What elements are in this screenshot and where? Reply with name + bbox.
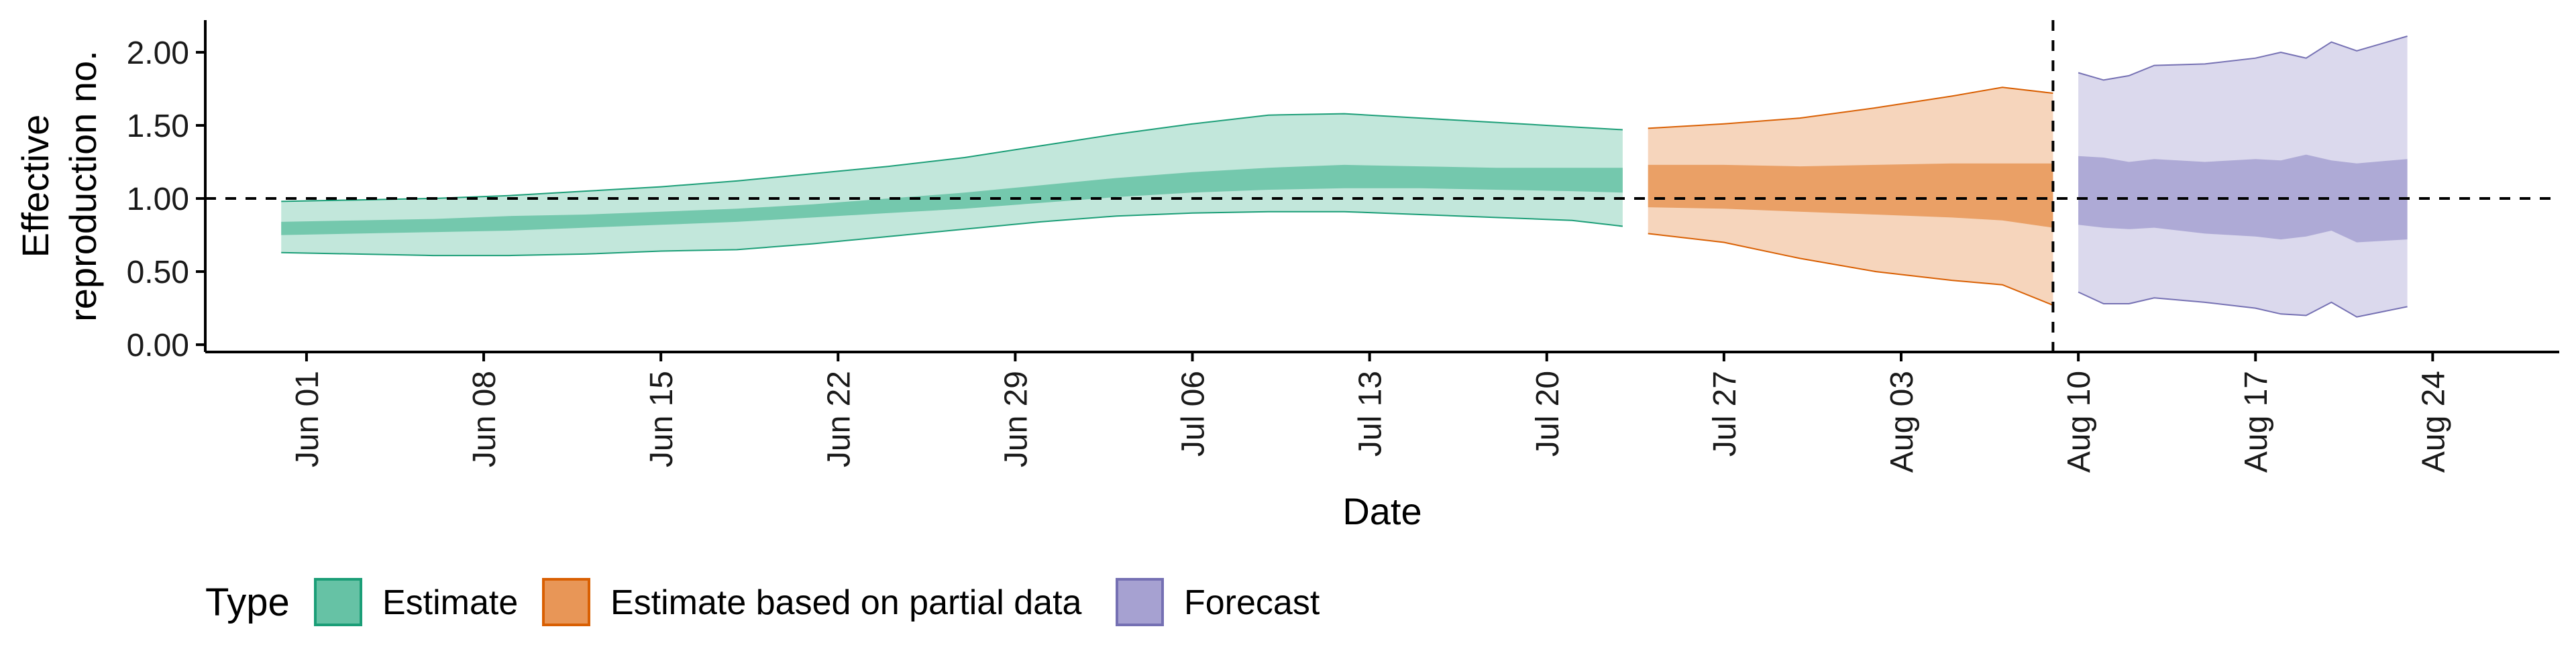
x-tick-label: Jul 06 [1176, 371, 1212, 457]
axes: 0.00 0.50 1.00 1.50 2.00 Jun 01 Jun 08 Jun 15 Ju… [127, 20, 2559, 473]
x-tick-label: Jul 13 [1353, 371, 1389, 457]
legend-title: Type [205, 581, 290, 624]
legend-key-2 [1116, 578, 1164, 626]
y-tick-label: 0.00 [127, 328, 189, 363]
axis-labels: Date Effective reproduction no. [14, 50, 1422, 532]
legend-item-1: Estimate based on partial data [542, 578, 1082, 626]
band-90-upper-0 [281, 113, 1623, 202]
y-axis-title-line-1: Effective [14, 115, 56, 258]
x-tick-label: Aug 10 [2061, 371, 2097, 473]
band-90-lower-1 [1648, 233, 2053, 306]
y-tick-label: 0.50 [127, 255, 189, 290]
x-axis-title: Date [1342, 490, 1421, 532]
x-tick-label: Jun 22 [821, 371, 857, 467]
band-50-1 [1648, 163, 2053, 228]
band-90-upper-2 [2078, 36, 2408, 81]
band-90-lower-2 [2078, 291, 2408, 318]
x-tick-label: Aug 24 [2416, 371, 2451, 473]
x-tick-label: Jun 01 [290, 371, 325, 467]
x-tick-label: Aug 03 [1884, 371, 1920, 473]
legend-item-0: Estimate [314, 578, 518, 626]
legend-key-0 [314, 578, 362, 626]
x-tick-label: Jul 20 [1530, 371, 1566, 457]
legend-key-1 [542, 578, 590, 626]
legend: Type Estimate Estimate based on partial d… [205, 578, 1320, 626]
y-tick-label: 2.00 [127, 36, 189, 71]
y-tick-label: 1.00 [127, 182, 189, 217]
reference-lines [205, 20, 2559, 352]
series-2 [2078, 36, 2408, 318]
legend-label-0: Estimate [382, 583, 518, 622]
x-tick-label: Jun 29 [998, 371, 1034, 467]
band-90-lower-0 [281, 211, 1623, 257]
legend-label-1: Estimate based on partial data [610, 583, 1082, 622]
x-tick-label: Aug 17 [2239, 371, 2274, 473]
y-tick-label: 1.50 [127, 109, 189, 144]
band-50-0 [281, 164, 1623, 235]
x-tick-label: Jun 15 [644, 371, 680, 467]
legend-label-2: Forecast [1184, 583, 1320, 622]
band-90-upper-1 [1648, 86, 2053, 129]
ribbon-layer [281, 36, 2408, 318]
legend-item-2: Forecast [1116, 578, 1320, 626]
series-0 [281, 113, 1623, 257]
x-tick-label: Jun 08 [467, 371, 502, 467]
x-tick-label: Jul 27 [1707, 371, 1743, 457]
y-axis-title-line-2: reproduction no. [62, 50, 104, 322]
series-1 [1648, 86, 2053, 306]
